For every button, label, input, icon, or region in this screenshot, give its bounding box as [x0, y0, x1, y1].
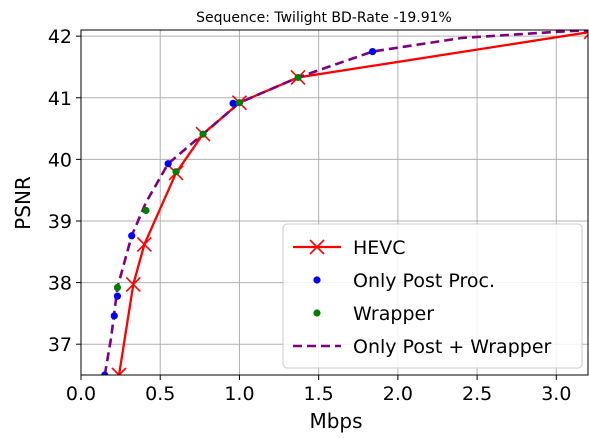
- x-tick-label: 1.0: [224, 383, 254, 405]
- data-point: [230, 100, 237, 107]
- data-point: [236, 99, 243, 106]
- legend-label: HEVC: [353, 237, 406, 259]
- data-point: [165, 160, 172, 167]
- y-tick-label: 41: [48, 88, 72, 110]
- data-point: [114, 284, 121, 291]
- legend-swatch-marker: [313, 309, 320, 316]
- x-tick-label: 2.5: [462, 383, 492, 405]
- legend-label: Only Post + Wrapper: [353, 336, 552, 358]
- y-axis-label: PSNR: [11, 176, 35, 230]
- y-tick-label: 40: [48, 149, 72, 171]
- x-tick-label: 0.5: [145, 383, 175, 405]
- data-point: [199, 131, 206, 138]
- data-point: [114, 293, 121, 300]
- data-point: [111, 312, 118, 319]
- x-tick-label: 0.0: [66, 383, 96, 405]
- chart-title: Sequence: Twilight BD-Rate -19.91%: [196, 10, 452, 26]
- data-point: [369, 48, 376, 55]
- data-point: [128, 232, 135, 239]
- legend-swatch-marker: [313, 276, 320, 283]
- y-tick-label: 39: [48, 211, 72, 233]
- data-point: [142, 207, 149, 214]
- y-tick-label: 37: [48, 334, 72, 356]
- legend-label: Wrapper: [353, 303, 434, 325]
- data-point: [172, 168, 179, 175]
- y-tick-label: 42: [48, 26, 72, 48]
- y-tick-label: 38: [48, 273, 72, 295]
- x-axis-label: Mbps: [309, 409, 362, 433]
- legend-label: Only Post Proc.: [353, 270, 495, 292]
- x-tick-label: 1.5: [304, 383, 334, 405]
- data-point: [294, 74, 301, 81]
- x-tick-label: 2.0: [383, 383, 413, 405]
- legend: HEVC Only Post Proc. Wrapper Only Post + Wr…: [283, 224, 582, 368]
- x-tick-label: 3.0: [541, 383, 571, 405]
